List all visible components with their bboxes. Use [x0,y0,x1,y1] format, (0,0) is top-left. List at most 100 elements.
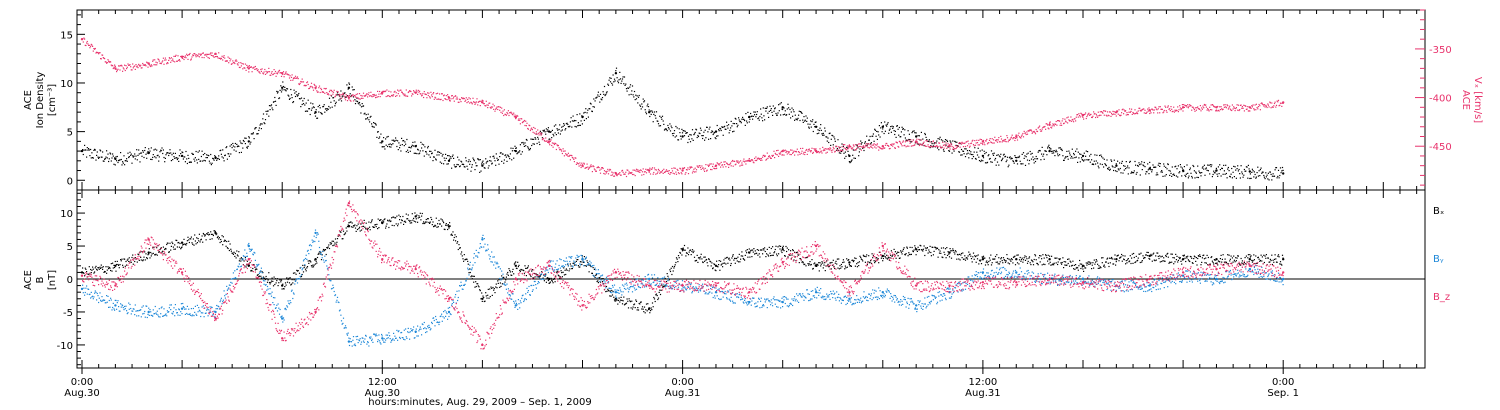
ion-density-trace-dot [836,149,838,151]
ion-density-point [781,106,784,109]
bx-trace-dot [151,253,153,255]
ion-density-trace-dot [786,108,788,110]
ion-density-trace-dot [861,142,863,144]
vx-trace-dot [465,97,467,99]
ion-density-trace-dot [479,171,481,173]
vx-trace-dot [917,142,919,145]
vx-trace-dot [433,98,435,100]
vx-trace-dot [691,172,694,174]
ion-density-trace-dot [994,159,996,161]
vx-trace-dot [935,145,937,147]
ion-density-trace-dot [1032,159,1035,161]
vx-trace-dot [1041,128,1043,130]
vx-trace-dot [1243,104,1245,106]
ion-density-trace-dot [561,126,563,128]
vx-trace-dot [860,149,862,151]
ion-density-trace-dot [677,139,680,141]
ion-density-trace-dot [770,108,772,110]
ion-density-trace-dot [99,149,101,151]
vx-trace-dot [473,101,475,104]
vx-trace-dot [534,127,536,130]
vx-trace-dot [1076,114,1078,116]
bx-trace-dot [342,230,345,232]
ion-density-trace-dot [419,152,421,154]
ion-density-trace-dot [1129,161,1131,163]
vx-trace-dot [1229,105,1231,107]
bx-trace-dot [491,294,493,296]
ion-density-trace-dot [804,119,806,121]
vx-trace-dot [780,152,782,154]
vx-trace-dot [1164,105,1166,107]
bx-trace-dot [333,244,335,246]
vx-trace-dot [1035,128,1037,131]
ion-density-trace-dot [1094,154,1096,156]
ion-density-trace-dot [824,130,826,132]
ion-density-trace-dot [1203,164,1205,166]
ion-density-trace-dot [360,112,362,114]
ion-density-trace-dot [307,99,309,101]
ion-density-trace-dot [1127,173,1129,175]
vx-trace-dot [651,167,654,169]
bottom-panel-series [80,200,1285,350]
bx-trace-dot [198,240,200,242]
bx-trace-dot [643,311,645,313]
bx-trace-dot [653,298,656,300]
vx-trace-dot [1027,130,1029,132]
bx-trace-dot [290,283,293,285]
ion-density-trace-dot [568,126,570,128]
ion-density-trace-dot [447,155,449,157]
ion-density-trace-dot [896,125,898,127]
ion-density-trace-dot [1158,162,1160,164]
ion-density-trace-dot [1005,161,1007,163]
ion-density-trace-dot [373,122,375,124]
vx-trace-dot [507,110,509,112]
vx-trace-dot [920,139,922,141]
vx-trace-dot [513,112,515,114]
ion-density-trace-dot [724,128,726,130]
vx-trace-dot [172,58,174,60]
ion-density-trace-dot [571,126,573,128]
bx-trace-dot [505,276,507,278]
ion-density-trace-dot [1059,147,1061,149]
vx-trace-dot [952,148,954,150]
ion-density-trace-dot [1223,170,1225,172]
ion-density-trace-dot [1063,159,1065,161]
vx-trace-dot [412,93,414,95]
ion-density-trace-dot [509,153,511,155]
bx-trace-dot [232,252,234,254]
ion-density-trace-dot [409,146,411,148]
ion-density-trace-dot [843,152,845,154]
vx-trace-dot [85,44,87,47]
vx-trace-dot [868,143,870,145]
ion-density-trace-dot [479,159,481,161]
ion-density-trace-dot [363,113,365,115]
ion-density-trace-dot [135,155,137,157]
ion-density-trace-dot [93,149,95,151]
vx-trace-dot [529,125,531,127]
vx-trace-dot [1231,104,1233,106]
ion-density-trace-dot [410,147,412,149]
vx-trace-dot [278,70,280,72]
ion-density-trace-dot [1280,172,1282,174]
ion-density-trace-dot [1107,167,1109,170]
bx-point [114,264,117,267]
vx-trace-dot [914,141,916,143]
ion-density-trace-dot [346,95,349,97]
vx-trace-dot [1038,126,1040,128]
vx-trace-dot [1195,107,1197,109]
ion-density-trace-dot [722,134,724,136]
vx-trace-dot [688,168,690,170]
ion-density-trace-dot [1149,166,1151,168]
ion-density-trace-dot [294,95,297,98]
ion-density-trace-dot [272,109,274,111]
vx-trace-dot [621,170,623,172]
ion-density-trace-dot [497,159,499,161]
vx-trace-dot [214,56,216,58]
ion-density-trace-dot [463,164,465,166]
vx-trace-dot [790,154,792,156]
vx-trace-dot [559,148,561,150]
vx-trace-dot [1051,125,1053,127]
bx-trace-dot [125,260,127,263]
bx-trace-dot [83,272,85,274]
vx-trace-dot [1225,106,1227,108]
